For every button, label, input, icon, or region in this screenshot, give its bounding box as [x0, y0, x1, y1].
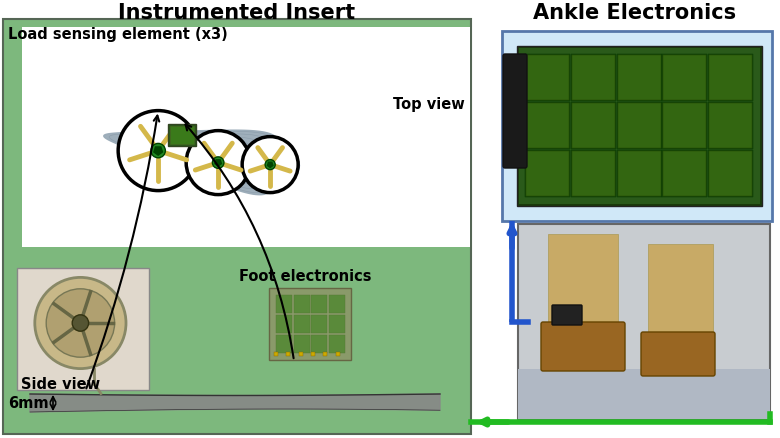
FancyBboxPatch shape: [22, 28, 470, 247]
Bar: [662, 55, 707, 102]
Bar: [664, 56, 707, 100]
Bar: [274, 352, 278, 356]
Bar: [526, 104, 569, 148]
Bar: [311, 315, 327, 334]
Bar: [177, 136, 181, 141]
FancyBboxPatch shape: [641, 332, 715, 376]
Bar: [328, 335, 345, 353]
Bar: [324, 352, 328, 356]
Bar: [293, 335, 310, 353]
Bar: [662, 151, 707, 197]
Bar: [183, 127, 187, 132]
Bar: [571, 55, 615, 102]
Circle shape: [46, 289, 115, 357]
FancyBboxPatch shape: [517, 47, 762, 207]
Bar: [328, 315, 345, 334]
FancyBboxPatch shape: [3, 20, 471, 434]
Text: Top view: Top view: [393, 97, 465, 112]
Bar: [190, 127, 193, 132]
Bar: [171, 127, 176, 132]
Bar: [708, 55, 753, 102]
Bar: [293, 295, 310, 314]
Bar: [525, 55, 570, 102]
Polygon shape: [214, 160, 222, 168]
Bar: [572, 56, 615, 100]
Circle shape: [186, 131, 250, 195]
Ellipse shape: [245, 145, 300, 181]
Bar: [617, 103, 661, 149]
Bar: [335, 352, 339, 356]
Circle shape: [265, 160, 275, 170]
Bar: [709, 152, 752, 196]
Circle shape: [151, 144, 165, 159]
Bar: [311, 352, 315, 356]
Bar: [525, 103, 570, 149]
Bar: [276, 335, 292, 353]
Circle shape: [73, 315, 89, 332]
FancyBboxPatch shape: [168, 124, 196, 146]
FancyBboxPatch shape: [518, 225, 770, 419]
Bar: [708, 151, 753, 197]
Text: Foot electronics: Foot electronics: [239, 268, 371, 283]
Bar: [190, 136, 193, 141]
Bar: [618, 152, 661, 196]
Bar: [662, 103, 707, 149]
Text: Ankle Electronics: Ankle Electronics: [534, 3, 736, 23]
Bar: [311, 295, 327, 314]
Polygon shape: [30, 394, 440, 412]
Text: Instrumented Insert: Instrumented Insert: [119, 3, 356, 23]
Bar: [572, 104, 615, 148]
Bar: [171, 136, 176, 141]
Polygon shape: [104, 131, 282, 195]
Bar: [286, 352, 290, 356]
Bar: [311, 335, 327, 353]
Bar: [276, 295, 292, 314]
Bar: [617, 151, 661, 197]
Bar: [177, 127, 181, 132]
Bar: [618, 56, 661, 100]
Circle shape: [35, 278, 126, 369]
Circle shape: [242, 137, 298, 193]
Polygon shape: [153, 147, 163, 157]
Bar: [571, 151, 615, 197]
Bar: [276, 315, 292, 334]
Bar: [709, 104, 752, 148]
Bar: [526, 152, 569, 196]
Bar: [618, 104, 661, 148]
Bar: [328, 295, 345, 314]
FancyBboxPatch shape: [548, 234, 618, 369]
Polygon shape: [267, 162, 274, 169]
FancyBboxPatch shape: [541, 322, 625, 371]
FancyBboxPatch shape: [552, 305, 582, 325]
Text: Side view: Side view: [21, 377, 100, 392]
Bar: [526, 56, 569, 100]
Bar: [708, 103, 753, 149]
Bar: [571, 103, 615, 149]
Bar: [299, 352, 303, 356]
Bar: [664, 104, 707, 148]
FancyBboxPatch shape: [648, 244, 713, 369]
FancyBboxPatch shape: [17, 268, 149, 390]
Bar: [518, 369, 770, 419]
FancyBboxPatch shape: [503, 55, 527, 169]
Bar: [293, 315, 310, 334]
FancyBboxPatch shape: [502, 32, 772, 222]
FancyBboxPatch shape: [519, 49, 760, 205]
Bar: [617, 55, 661, 102]
Bar: [525, 151, 570, 197]
FancyBboxPatch shape: [269, 288, 351, 360]
Text: Load sensing element (x3): Load sensing element (x3): [8, 26, 228, 42]
Bar: [709, 56, 752, 100]
Bar: [664, 152, 707, 196]
Bar: [170, 126, 194, 144]
Bar: [572, 152, 615, 196]
Circle shape: [118, 111, 198, 191]
Text: 6mm: 6mm: [8, 396, 48, 410]
Circle shape: [212, 158, 224, 169]
Bar: [183, 136, 187, 141]
